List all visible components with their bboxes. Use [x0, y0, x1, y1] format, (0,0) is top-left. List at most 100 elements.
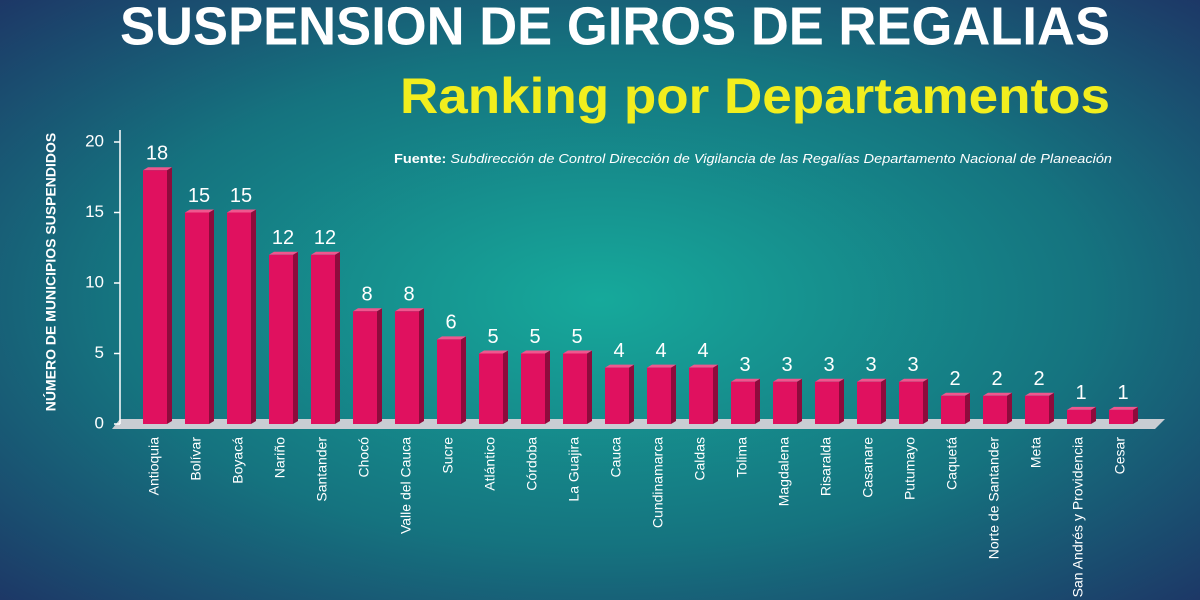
bar [479, 350, 508, 424]
y-tick-label: 5 [95, 343, 104, 362]
x-tick-label: Caquetá [944, 437, 960, 490]
bar-side [545, 350, 550, 424]
bar-front [815, 381, 839, 424]
x-tick-label: Putumayo [902, 437, 918, 500]
bar [521, 350, 550, 424]
bar-side [839, 378, 844, 424]
bar [857, 378, 886, 424]
x-tick-label: Atlántico [482, 437, 498, 491]
source: Fuente: Subdirección de Control Direcció… [394, 151, 1112, 166]
value-label: 5 [571, 326, 582, 348]
bar-front [143, 170, 167, 424]
chart-title: SUSPENSION DE GIROS DE REGALIAS [120, 0, 1110, 56]
bar-top [689, 364, 718, 368]
x-tick-label: San Andrés y Providencia [1070, 437, 1086, 598]
value-label: 3 [781, 354, 792, 376]
bar-front [227, 212, 251, 424]
bar-top [773, 378, 802, 382]
bar [983, 392, 1012, 424]
value-label: 5 [487, 326, 498, 348]
x-tick-label: Cesar [1112, 437, 1128, 475]
bar [815, 378, 844, 424]
value-label: 3 [907, 354, 918, 376]
x-tick-label: Caldas [692, 437, 708, 481]
value-label: 4 [697, 340, 708, 362]
bar [143, 167, 172, 424]
value-label: 2 [1033, 368, 1044, 390]
value-label: 2 [991, 368, 1002, 390]
x-tick-label: La Guajira [566, 437, 582, 502]
bar-top [311, 251, 340, 255]
x-tick-label: Bolívar [188, 437, 204, 481]
bar-front [689, 367, 713, 424]
bar-side [671, 364, 676, 424]
bar-front [857, 381, 881, 424]
y-tick-label: 0 [95, 413, 104, 432]
x-tick-label: Santander [314, 437, 330, 502]
bar-top [731, 378, 760, 382]
bar [185, 209, 214, 424]
bar [689, 364, 718, 424]
x-tick-label: Cundinamarca [650, 437, 666, 528]
bar [1067, 406, 1096, 424]
bar [647, 364, 676, 424]
value-label: 1 [1117, 382, 1128, 404]
value-label: 1 [1075, 382, 1086, 404]
bar-side [587, 350, 592, 424]
x-tick-label: Cauca [608, 437, 624, 478]
bar-side [293, 251, 298, 424]
bar-side [209, 209, 214, 424]
bar-top [1109, 406, 1138, 410]
bar-side [503, 350, 508, 424]
bar-front [395, 311, 419, 424]
bar [269, 251, 298, 424]
x-tick-label: Córdoba [524, 437, 540, 491]
bar-side [1133, 406, 1138, 424]
y-axis-label: NÚMERO DE MUNICIPIOS SUSPENDIDOS [42, 133, 59, 411]
bar [353, 308, 382, 424]
y-tick-label: 15 [85, 202, 104, 221]
bar-side [965, 392, 970, 424]
value-label: 4 [655, 340, 666, 362]
bar [311, 251, 340, 424]
bar-side [419, 308, 424, 424]
bar-top [941, 392, 970, 396]
bar-front [479, 353, 503, 424]
bar-side [1049, 392, 1054, 424]
bar-front [437, 339, 461, 424]
bar-front [605, 367, 629, 424]
bar-front [1025, 395, 1049, 424]
bar-front [731, 381, 755, 424]
bar-top [143, 167, 172, 171]
bar-side [1091, 406, 1096, 424]
bar-front [521, 353, 545, 424]
x-tick-label: Norte de Santander [986, 437, 1002, 560]
bar-top [395, 308, 424, 312]
bar [1109, 406, 1138, 424]
bar-front [1067, 409, 1091, 424]
bar-side [881, 378, 886, 424]
x-tick-label: Meta [1028, 437, 1044, 468]
source-text: Subdirección de Control Dirección de Vig… [450, 151, 1112, 166]
bar-top [353, 308, 382, 312]
bar [395, 308, 424, 424]
bar-top [563, 350, 592, 354]
bar-side [1007, 392, 1012, 424]
x-tick-label: Nariño [272, 437, 288, 478]
bar-side [713, 364, 718, 424]
value-label: 18 [146, 142, 168, 164]
bar-top [605, 364, 634, 368]
value-label: 15 [230, 185, 252, 207]
value-label: 2 [949, 368, 960, 390]
x-tick-label: Magdalena [776, 437, 792, 506]
x-tick-label: Valle del Cauca [398, 437, 414, 534]
bar [941, 392, 970, 424]
bar-top [647, 364, 676, 368]
value-label: 15 [188, 185, 210, 207]
bar-top [1025, 392, 1054, 396]
bar-front [185, 212, 209, 424]
bar-side [335, 251, 340, 424]
bar-front [1109, 409, 1133, 424]
bar-top [1067, 406, 1096, 410]
y-tick-label: 20 [85, 131, 104, 150]
